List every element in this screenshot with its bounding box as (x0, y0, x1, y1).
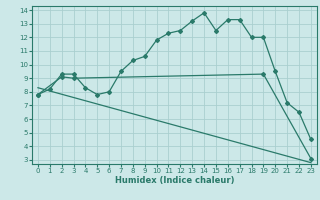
X-axis label: Humidex (Indice chaleur): Humidex (Indice chaleur) (115, 176, 234, 185)
